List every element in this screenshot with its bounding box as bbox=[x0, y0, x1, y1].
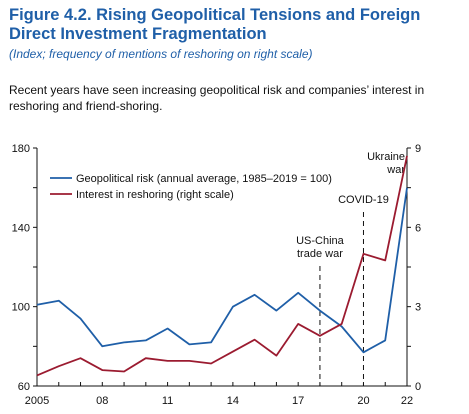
y-left-tick-label: 100 bbox=[12, 302, 30, 314]
x-tick-label: 20 bbox=[357, 395, 369, 407]
y-right-tick-label: 6 bbox=[415, 222, 421, 234]
event-annotation-label: Ukraine bbox=[367, 151, 405, 163]
event-annotation-label: US-China bbox=[296, 235, 345, 247]
series-line-reshoring-interest bbox=[36, 155, 408, 377]
event-annotation-label: trade war bbox=[297, 248, 343, 260]
x-tick-label: 14 bbox=[227, 395, 239, 407]
y-left-tick-label: 60 bbox=[18, 381, 30, 393]
x-tick-label: 2005 bbox=[25, 395, 49, 407]
y-right-tick-label: 3 bbox=[415, 302, 421, 314]
legend-label: Interest in reshoring (right scale) bbox=[76, 189, 234, 201]
event-annotation-label: war bbox=[386, 164, 405, 176]
legend: Geopolitical risk (annual average, 1985–… bbox=[50, 173, 332, 201]
x-tick-label: 08 bbox=[96, 395, 108, 407]
x-tick-label: 11 bbox=[162, 395, 173, 407]
y-left-tick-label: 180 bbox=[12, 143, 30, 155]
figure-subtitle: (Index; frequency of mentions of reshori… bbox=[9, 47, 313, 61]
y-right-tick-label: 9 bbox=[415, 143, 421, 155]
x-tick-label: 22 bbox=[401, 395, 413, 407]
y-right-tick-label: 0 bbox=[415, 381, 421, 393]
series-line-geopolitical-risk bbox=[36, 187, 408, 354]
legend-label: Geopolitical risk (annual average, 1985–… bbox=[76, 173, 332, 185]
y-left-tick-label: 140 bbox=[12, 222, 30, 234]
x-tick-label: 17 bbox=[292, 395, 304, 407]
figure-title: Figure 4.2. Rising Geopolitical Tensions… bbox=[9, 6, 421, 43]
figure-caption: Recent years have seen increasing geopol… bbox=[9, 83, 425, 113]
event-annotation-label: COVID-19 bbox=[338, 194, 389, 206]
series-layer bbox=[36, 155, 408, 377]
